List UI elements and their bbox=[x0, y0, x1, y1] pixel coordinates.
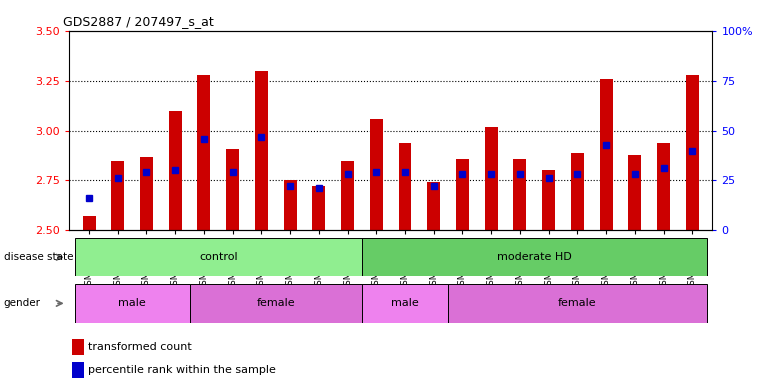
Text: control: control bbox=[199, 252, 237, 262]
Bar bbox=[255, 71, 268, 230]
Text: male: male bbox=[118, 298, 146, 308]
Text: GDS2887 / 207497_s_at: GDS2887 / 207497_s_at bbox=[63, 15, 213, 28]
Text: female: female bbox=[558, 298, 597, 308]
Text: male: male bbox=[391, 298, 419, 308]
Bar bbox=[341, 161, 354, 230]
Bar bbox=[111, 161, 124, 230]
Text: moderate HD: moderate HD bbox=[497, 252, 571, 262]
Text: disease state: disease state bbox=[4, 252, 74, 262]
Bar bbox=[75, 238, 362, 276]
Bar bbox=[313, 187, 326, 230]
Bar bbox=[198, 74, 211, 230]
Bar bbox=[485, 127, 498, 230]
Text: percentile rank within the sample: percentile rank within the sample bbox=[88, 365, 276, 375]
Bar bbox=[628, 154, 641, 230]
Bar bbox=[370, 119, 383, 230]
Bar bbox=[456, 159, 469, 230]
Bar bbox=[686, 74, 699, 230]
Bar bbox=[362, 238, 706, 276]
Bar bbox=[398, 142, 411, 230]
Bar bbox=[169, 111, 182, 230]
Bar bbox=[190, 284, 362, 323]
Text: gender: gender bbox=[4, 298, 41, 308]
Bar bbox=[83, 217, 96, 230]
Text: transformed count: transformed count bbox=[88, 342, 192, 352]
Bar bbox=[448, 284, 706, 323]
Bar bbox=[72, 339, 83, 355]
Bar bbox=[657, 142, 670, 230]
Bar bbox=[283, 180, 296, 230]
Bar bbox=[571, 152, 584, 230]
Bar bbox=[600, 79, 613, 230]
Bar bbox=[75, 284, 190, 323]
Bar bbox=[362, 284, 448, 323]
Bar bbox=[226, 149, 239, 230]
Bar bbox=[72, 362, 83, 378]
Bar bbox=[427, 182, 440, 230]
Bar bbox=[140, 157, 153, 230]
Bar bbox=[513, 159, 526, 230]
Bar bbox=[542, 170, 555, 230]
Text: female: female bbox=[257, 298, 295, 308]
